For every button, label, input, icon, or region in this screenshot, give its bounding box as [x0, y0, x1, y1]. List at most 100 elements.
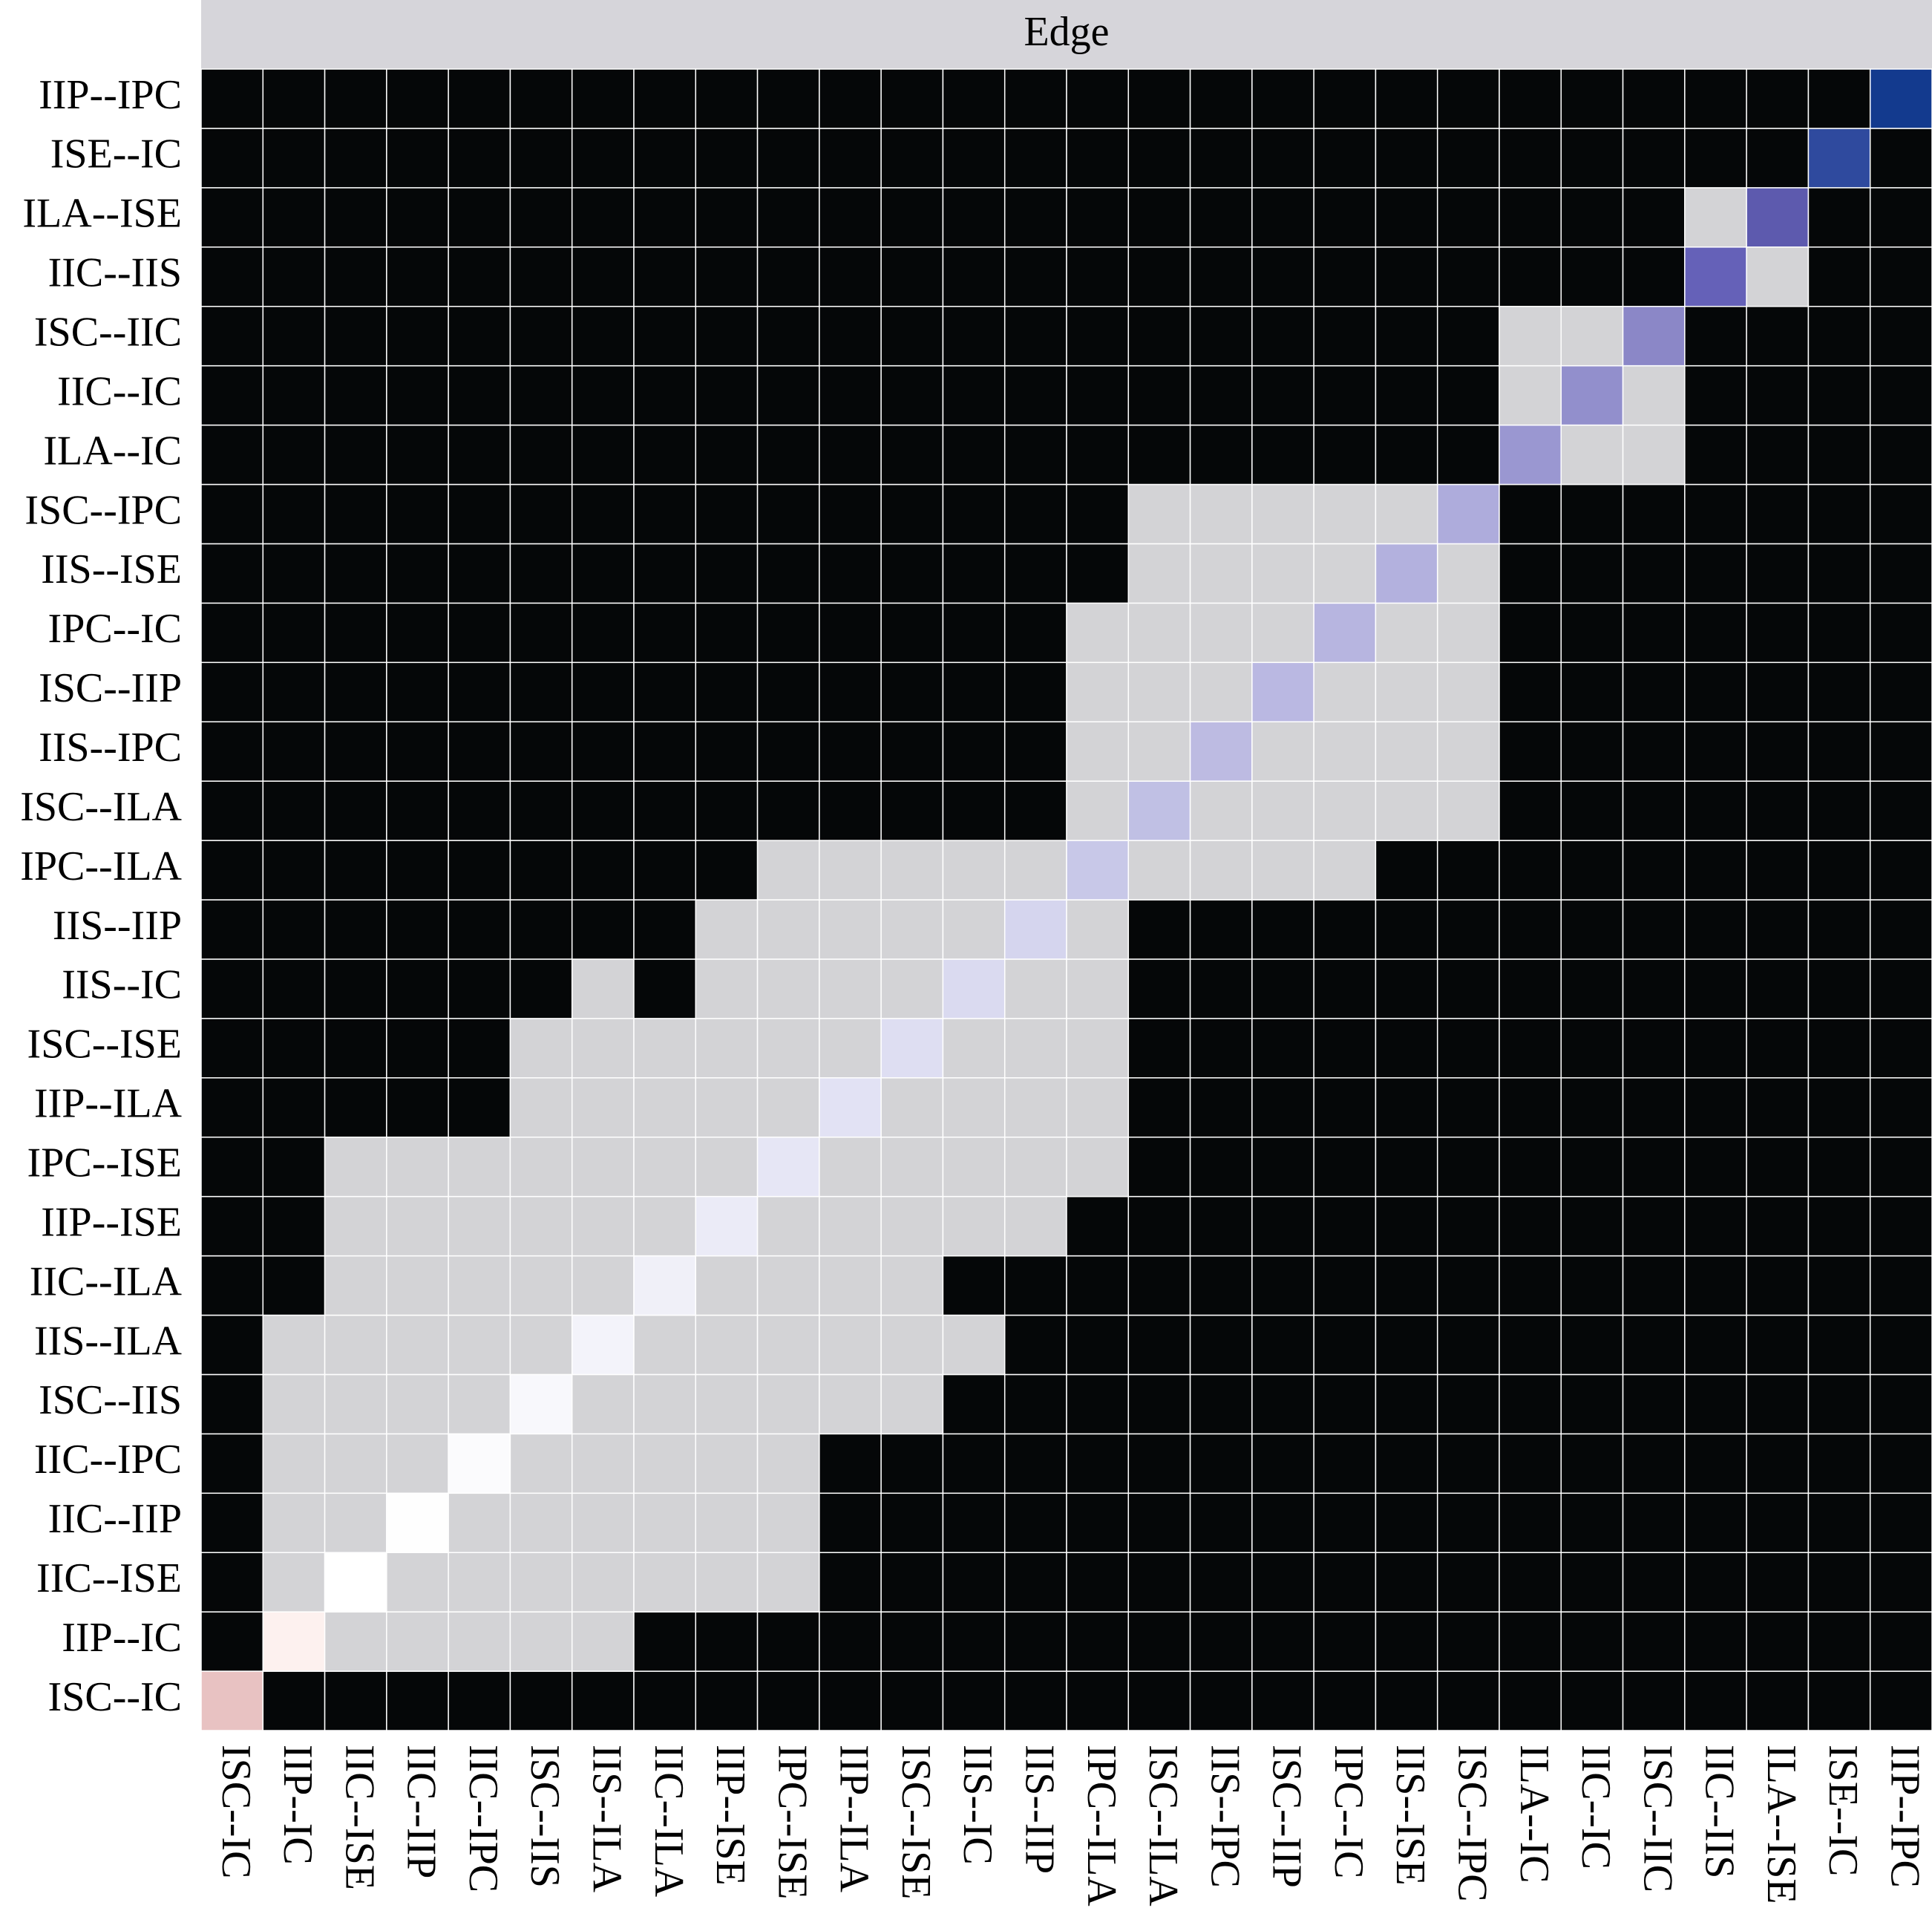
- heatmap-cell: [200, 840, 264, 901]
- heatmap-cell: [633, 1552, 697, 1613]
- heatmap-cell: [756, 1136, 820, 1198]
- heatmap-cell: [633, 305, 697, 367]
- heatmap-cell: [942, 424, 1006, 486]
- heatmap-cell: [633, 1077, 697, 1138]
- heatmap-cell: [200, 899, 264, 960]
- heatmap-cell: [633, 1670, 697, 1731]
- x-tick-label: ISC--IIS: [522, 1745, 568, 1888]
- heatmap-cell: [1127, 246, 1191, 307]
- heatmap-cell: [880, 543, 944, 604]
- heatmap-cell: [448, 780, 511, 841]
- heatmap-cell: [1066, 68, 1130, 129]
- x-tick-label: IIC--IPC: [460, 1745, 506, 1892]
- heatmap-cell: [633, 1611, 697, 1672]
- heatmap-cell: [1807, 899, 1871, 960]
- heatmap-cell: [756, 1018, 820, 1079]
- heatmap-cell: [942, 483, 1006, 545]
- heatmap-cell: [386, 1492, 449, 1553]
- heatmap-cell: [324, 424, 387, 486]
- heatmap-cell: [1746, 424, 1810, 486]
- heatmap-cell: [633, 424, 697, 486]
- heatmap-cell: [1003, 483, 1067, 545]
- heatmap-cell: [1807, 1492, 1871, 1553]
- x-tick-label: IIS--IC: [954, 1745, 1001, 1865]
- heatmap-cell: [695, 721, 759, 782]
- heatmap-cell: [1869, 721, 1932, 782]
- x-tick-label: IIC--IIS: [1697, 1745, 1743, 1878]
- heatmap-cell: [1622, 780, 1686, 841]
- heatmap-cell: [1560, 1136, 1624, 1198]
- heatmap-cell: [1066, 246, 1130, 307]
- heatmap-cell: [1807, 602, 1871, 664]
- heatmap-cell: [880, 1255, 944, 1316]
- heatmap-cell: [1375, 68, 1438, 129]
- heatmap-cell: [200, 1136, 264, 1198]
- heatmap-cell: [1251, 187, 1314, 248]
- heatmap-cell: [756, 543, 820, 604]
- y-tick-label: IIP--IPC: [39, 72, 182, 118]
- heatmap-cell: [1127, 1670, 1191, 1731]
- heatmap-cell: [1003, 1077, 1067, 1138]
- heatmap-cell: [1375, 1255, 1438, 1316]
- heatmap-cell: [1189, 602, 1253, 664]
- heatmap-cell: [942, 1255, 1006, 1316]
- heatmap-cell: [1560, 1492, 1624, 1553]
- heatmap-cell: [1560, 1314, 1624, 1376]
- y-tick-label: IIC--ILA: [30, 1258, 183, 1304]
- heatmap-cell: [448, 1195, 511, 1257]
- heatmap-cell: [1622, 424, 1686, 486]
- heatmap-cell: [819, 365, 882, 426]
- heatmap-cell: [448, 187, 511, 248]
- heatmap-cell: [695, 1077, 759, 1138]
- heatmap-cell: [324, 780, 387, 841]
- heatmap-cell: [1251, 1433, 1314, 1494]
- heatmap-cell: [1127, 1314, 1191, 1376]
- heatmap-cell: [1375, 1077, 1438, 1138]
- heatmap-cell: [1869, 1018, 1932, 1079]
- heatmap-cell: [695, 1611, 759, 1672]
- heatmap-cell: [1313, 1611, 1377, 1672]
- heatmap-cell: [880, 246, 944, 307]
- heatmap-cell: [200, 543, 264, 604]
- heatmap-cell: [695, 187, 759, 248]
- heatmap-cell: [1869, 1611, 1932, 1672]
- heatmap-cell: [1807, 1195, 1871, 1257]
- heatmap-cell: [1189, 305, 1253, 367]
- heatmap-cell: [448, 1492, 511, 1553]
- heatmap-cell: [1436, 1611, 1500, 1672]
- heatmap-cell: [1436, 958, 1500, 1019]
- heatmap-cell: [1869, 1195, 1932, 1257]
- heatmap-cell: [695, 365, 759, 426]
- y-tick-label: IIP--IC: [62, 1615, 182, 1661]
- heatmap-cell: [509, 661, 573, 722]
- heatmap-cell: [1313, 1077, 1377, 1138]
- heatmap-cell: [633, 1373, 697, 1435]
- heatmap-cell: [1251, 958, 1314, 1019]
- heatmap-cell: [1436, 1314, 1500, 1376]
- heatmap-cell: [1560, 958, 1624, 1019]
- heatmap-cell: [1251, 1611, 1314, 1672]
- heatmap-cell: [448, 365, 511, 426]
- heatmap-cell: [386, 246, 449, 307]
- heatmap-cell: [509, 187, 573, 248]
- heatmap-cell: [756, 1492, 820, 1553]
- heatmap-cell: [386, 1433, 449, 1494]
- heatmap-cell: [1869, 305, 1932, 367]
- heatmap-cell: [1499, 1552, 1562, 1613]
- heatmap-cell: [262, 1433, 326, 1494]
- heatmap-cell: [1375, 424, 1438, 486]
- heatmap-cell: [1560, 1018, 1624, 1079]
- heatmap-cell: [1684, 68, 1747, 129]
- heatmap-cell: [880, 661, 944, 722]
- heatmap-cell: [942, 958, 1006, 1019]
- heatmap-cell: [1560, 1433, 1624, 1494]
- heatmap-cell: [1807, 1433, 1871, 1494]
- heatmap-cell: [1436, 543, 1500, 604]
- heatmap-cell: [571, 365, 635, 426]
- heatmap-cell: [1127, 1255, 1191, 1316]
- heatmap-cell: [1499, 840, 1562, 901]
- heatmap-cell: [1313, 246, 1377, 307]
- heatmap-cell: [819, 483, 882, 545]
- heatmap-cell: [1622, 1136, 1686, 1198]
